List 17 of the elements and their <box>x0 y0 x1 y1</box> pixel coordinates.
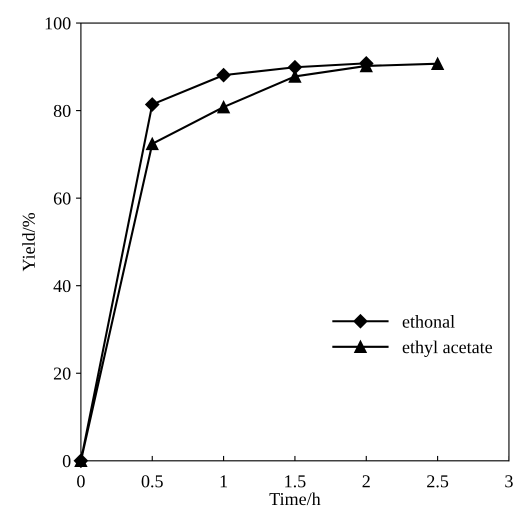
legend-label: ethonal <box>402 315 455 328</box>
x-tick-label: 2 <box>362 475 370 488</box>
y-tick-label: 0 <box>62 455 70 468</box>
y-tick-label: 80 <box>54 104 70 118</box>
y-tick-label: 20 <box>54 368 70 380</box>
x-tick-label: 0.5 <box>142 475 163 488</box>
y-tick-label: 100 <box>46 17 70 30</box>
legend-label: ethyl acetate <box>402 340 492 357</box>
y-tick-label: 60 <box>54 192 70 205</box>
y-axis-title: Yield/% <box>22 212 35 272</box>
x-tick-label: 2.5 <box>427 475 448 488</box>
x-tick-label: 0 <box>77 475 85 488</box>
x-tick-label: 1 <box>220 475 228 488</box>
x-tick-label: 3 <box>505 475 513 488</box>
y-tick-label: 40 <box>53 280 70 292</box>
x-axis-title: Time/h <box>270 492 320 506</box>
x-tick-label: 1.5 <box>285 475 306 488</box>
